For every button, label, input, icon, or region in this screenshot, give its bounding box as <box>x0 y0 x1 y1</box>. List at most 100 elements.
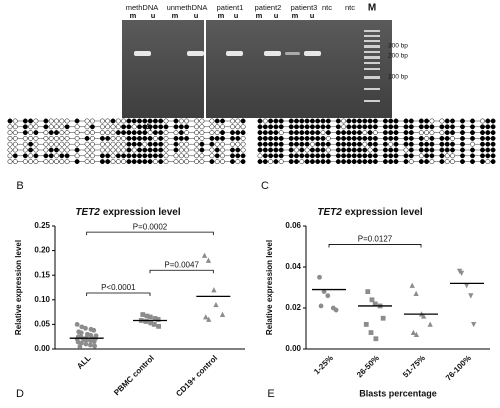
cpg-site <box>367 118 373 124</box>
cpg-site <box>84 130 90 136</box>
cpg-site <box>64 147 70 153</box>
cpg-site <box>382 135 388 141</box>
cpg-site <box>194 159 200 165</box>
cpg-site <box>294 130 299 136</box>
cpg-site <box>54 130 59 136</box>
gel-bands <box>134 51 321 56</box>
cpg-site <box>273 141 279 147</box>
cpg-site <box>382 124 388 130</box>
cpg-site <box>59 153 65 159</box>
cpg-site <box>74 124 80 130</box>
cpg-site <box>439 147 445 153</box>
cpg-site <box>351 141 357 147</box>
cpg-site <box>346 135 352 141</box>
cpg-site <box>74 147 80 153</box>
cpg-site <box>235 135 241 141</box>
cpg-site <box>393 124 399 130</box>
cpg-site <box>480 141 485 147</box>
cpg-site <box>470 153 475 159</box>
cpg-site <box>110 135 116 141</box>
data-point <box>468 293 474 299</box>
data-point <box>88 342 93 348</box>
cpg-site <box>388 130 394 136</box>
cpg-site <box>99 118 105 124</box>
cpg-site <box>147 135 153 141</box>
cpg-site <box>408 141 414 147</box>
cpg-site <box>137 135 142 141</box>
cpg-site <box>173 153 179 159</box>
cpg-site <box>105 124 111 130</box>
cpg-site <box>209 135 215 141</box>
cpg-site <box>33 159 39 165</box>
x-tick-label: 1-25% <box>312 354 335 377</box>
cpg-site <box>278 141 284 147</box>
cpg-site <box>362 141 368 147</box>
cpg-site <box>235 147 241 153</box>
cpg-site <box>268 159 274 165</box>
cpg-site <box>424 159 430 165</box>
cpg-site <box>335 130 341 136</box>
cpg-site <box>22 135 28 141</box>
lane-label: u <box>274 11 279 20</box>
cpg-site <box>315 118 321 124</box>
cpg-site <box>28 141 34 147</box>
cpg-site <box>490 124 496 130</box>
cpg-site <box>126 135 132 141</box>
cpg-site <box>84 135 90 141</box>
cpg-site <box>54 124 59 130</box>
cpg-site <box>240 118 246 124</box>
cpg-site <box>335 153 341 159</box>
cpg-site <box>372 135 378 141</box>
cpg-site <box>99 147 105 153</box>
cpg-site <box>105 141 111 147</box>
cpg-site <box>235 153 241 159</box>
cpg-site <box>490 153 496 159</box>
cpg-site <box>403 141 409 147</box>
cpg-site <box>121 159 127 165</box>
cpg-site <box>110 159 116 165</box>
cpg-site <box>64 135 70 141</box>
cpg-site <box>341 130 347 136</box>
cpg-site <box>367 153 373 159</box>
cpg-site <box>278 135 284 141</box>
cpg-site <box>372 141 378 147</box>
cpg-site <box>158 135 164 141</box>
data-point <box>409 282 415 288</box>
cpg-site <box>110 141 116 147</box>
cpg-site <box>470 130 475 136</box>
cpg-site <box>299 130 305 136</box>
data-point <box>321 289 327 294</box>
cpg-site <box>278 147 284 153</box>
lane-group: patient3 <box>291 3 318 12</box>
cpg-site <box>444 159 450 165</box>
cpg-site <box>470 135 475 141</box>
data-point <box>83 325 88 331</box>
cpg-site <box>362 147 368 153</box>
cpg-site <box>294 124 299 130</box>
cpg-site <box>335 147 341 153</box>
cpg-site <box>257 153 263 159</box>
cpg-site <box>209 130 215 136</box>
cpg-site <box>115 147 121 153</box>
cpg-site <box>418 147 424 153</box>
cpg-site <box>22 118 28 124</box>
cpg-site <box>147 124 153 130</box>
cpg-site <box>294 141 299 147</box>
cpg-site <box>7 159 13 165</box>
cpg-site <box>320 118 326 124</box>
cpg-site <box>89 130 95 136</box>
data-point <box>317 274 322 280</box>
cpg-site <box>351 153 357 159</box>
cpg-site <box>485 135 491 141</box>
cpg-site <box>393 153 399 159</box>
cpg-site <box>59 124 65 130</box>
chart-title: TET2 expression level <box>317 207 422 218</box>
cpg-site <box>126 141 132 147</box>
cpg-site <box>173 135 179 141</box>
cpg-site <box>54 141 59 147</box>
cpg-site <box>110 153 116 159</box>
data-point <box>205 257 212 263</box>
cpg-site <box>480 159 485 165</box>
lane-group: ntc <box>322 3 332 12</box>
cpg-site <box>209 141 215 147</box>
